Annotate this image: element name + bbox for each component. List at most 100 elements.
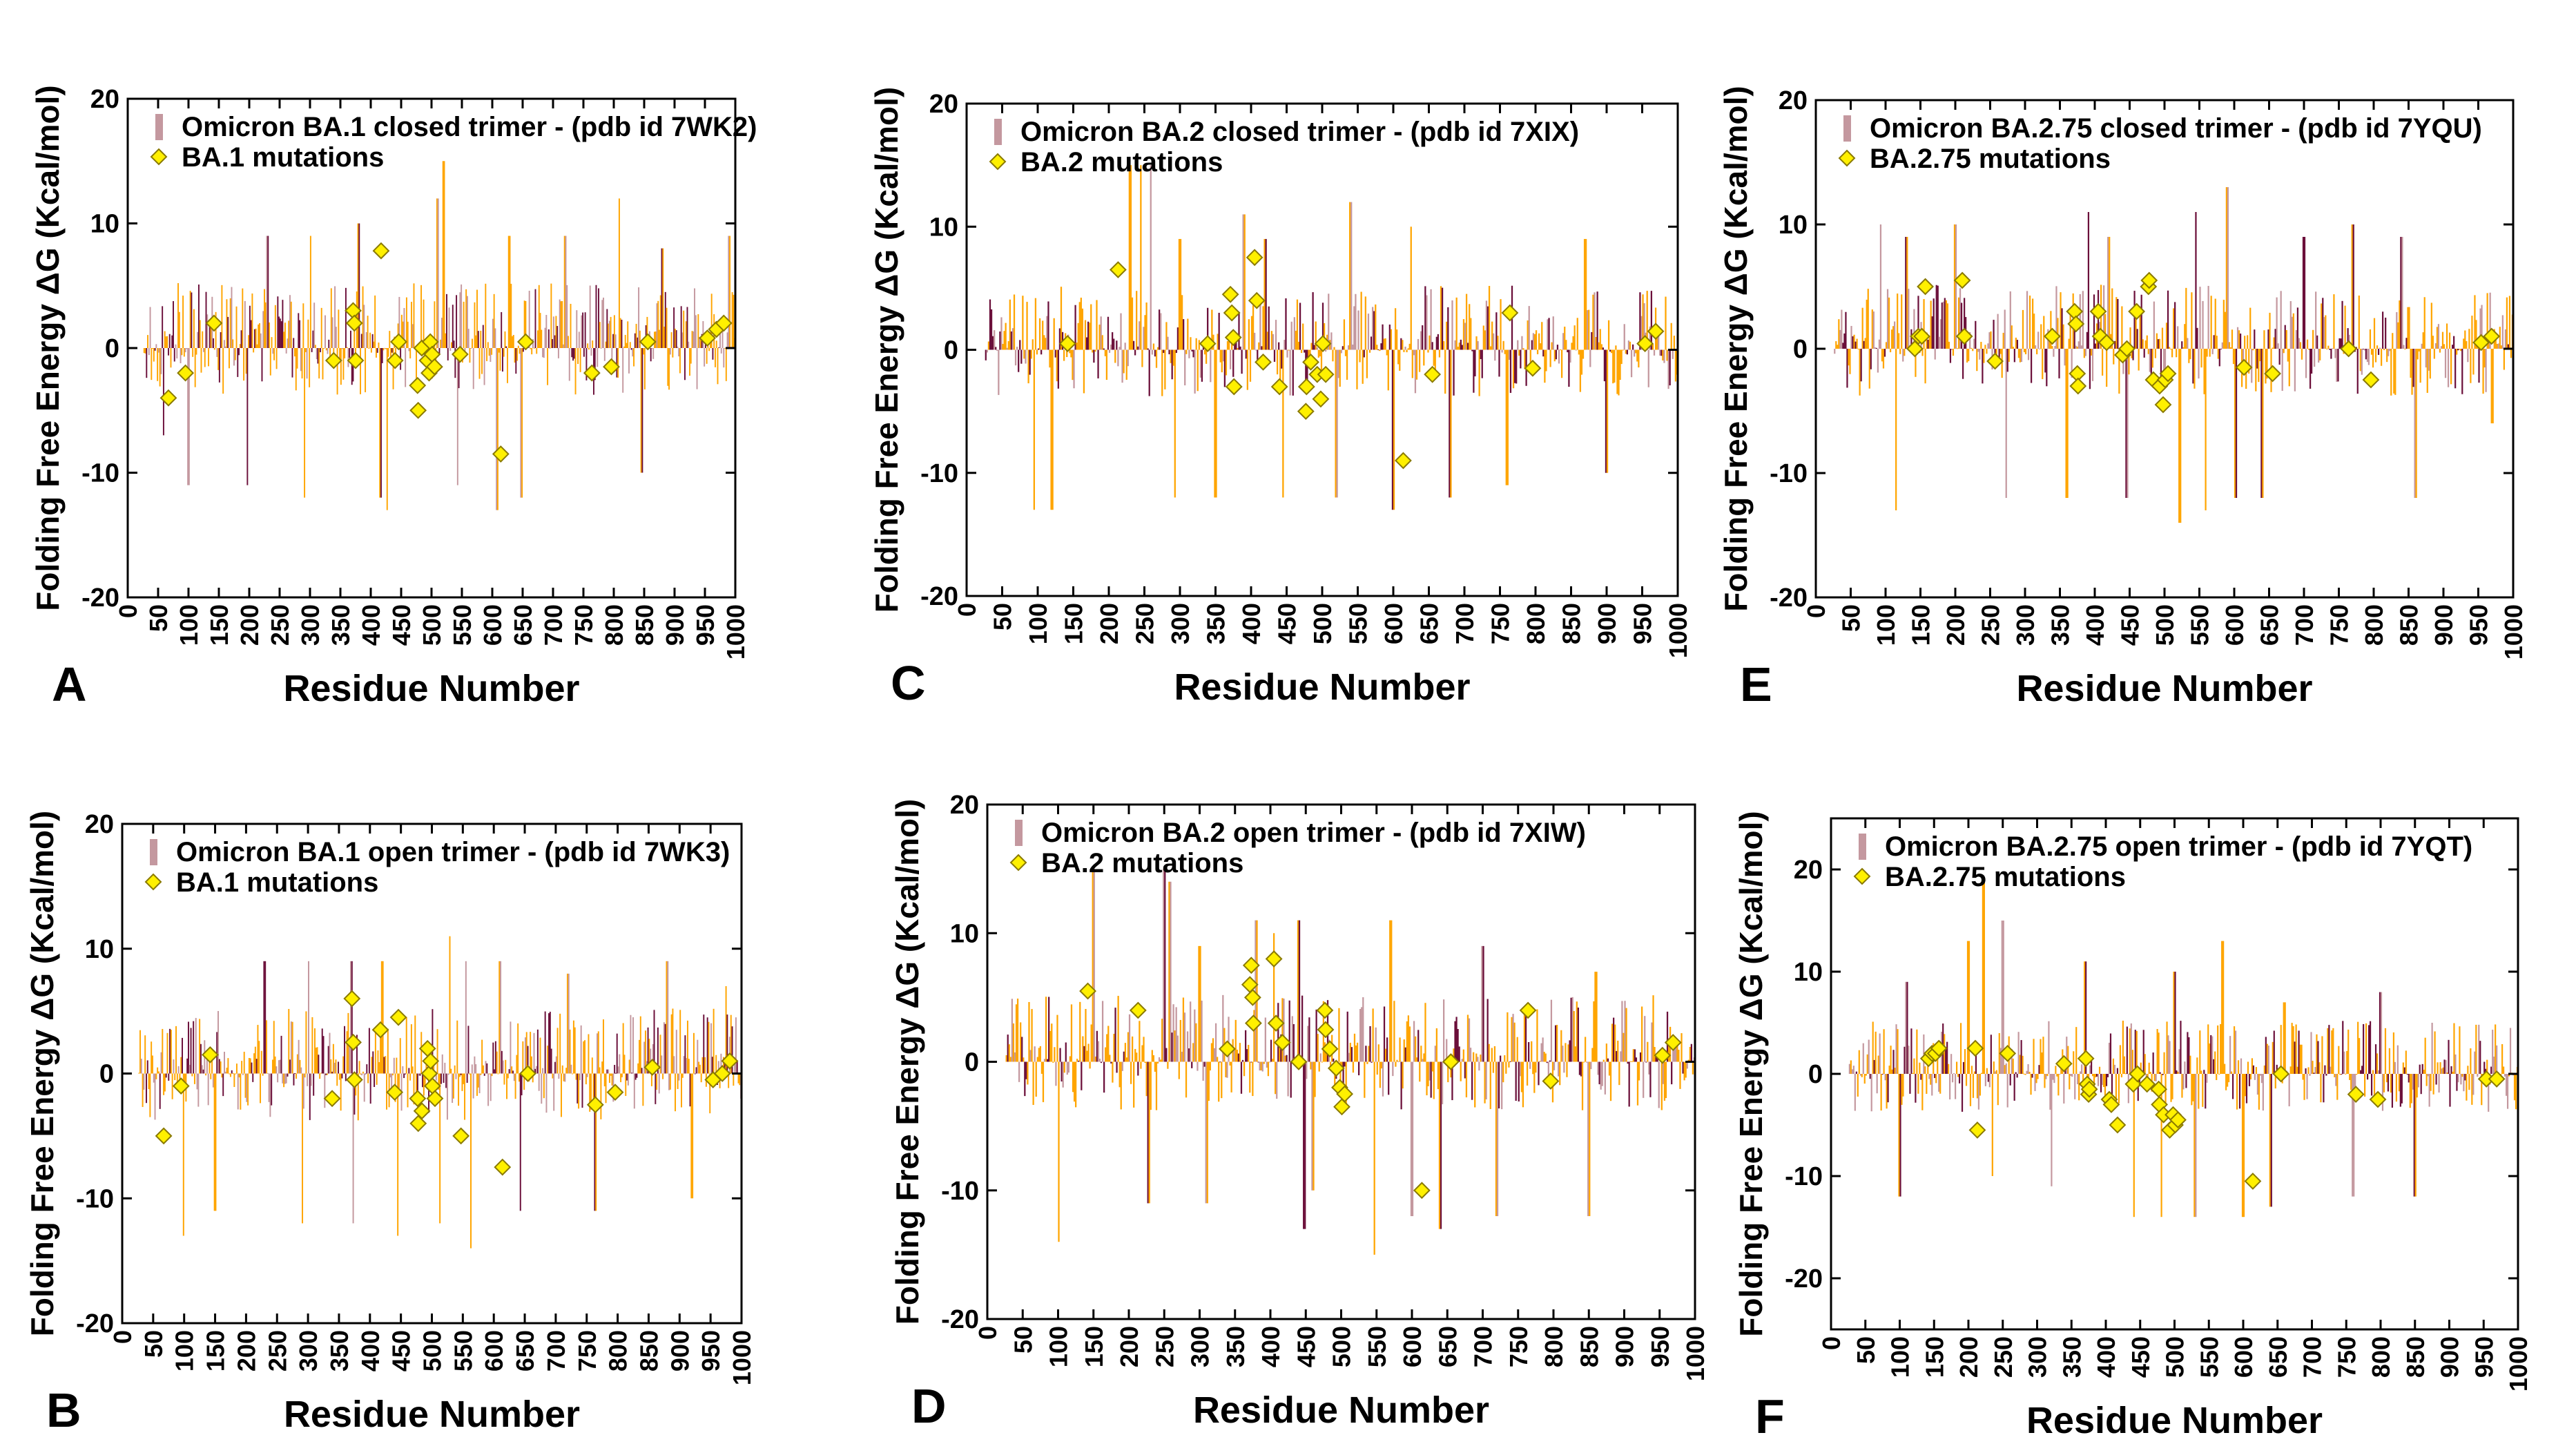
bar <box>667 348 669 386</box>
bar <box>1367 314 1370 350</box>
bar <box>1375 1027 1377 1062</box>
bar <box>2410 1074 2412 1104</box>
bar <box>1438 1061 1441 1229</box>
bar <box>1442 999 1445 1062</box>
bar <box>391 1073 393 1088</box>
bar <box>1090 304 1092 350</box>
bar <box>1934 349 1936 360</box>
bar <box>282 1073 284 1084</box>
bar <box>2289 301 2292 349</box>
bar <box>1462 1049 1464 1062</box>
bar <box>1192 349 1194 358</box>
bar <box>1093 349 1095 363</box>
bar <box>275 348 278 369</box>
x-tick-label: 1000 <box>722 604 750 660</box>
bar <box>1187 318 1189 350</box>
bar <box>2446 1072 2448 1074</box>
bar <box>1145 1061 1147 1097</box>
bar <box>1876 1074 1878 1094</box>
bar <box>1952 1074 1954 1083</box>
bar <box>1538 333 1540 350</box>
bar <box>374 295 376 348</box>
bar <box>2058 349 2060 378</box>
bar <box>1569 349 1571 363</box>
bar <box>320 307 322 348</box>
bar <box>2374 349 2377 363</box>
bar <box>1979 1074 1982 1096</box>
bar <box>1328 294 1330 350</box>
bar <box>313 302 316 348</box>
bar <box>258 323 260 348</box>
bar <box>620 1073 622 1083</box>
bar <box>1290 321 1292 350</box>
bar <box>487 342 489 348</box>
bar <box>1560 1030 1562 1062</box>
bar <box>304 348 306 498</box>
mutation-marker <box>1312 390 1330 408</box>
bar <box>2374 1044 2377 1074</box>
bar <box>2400 237 2402 349</box>
bar <box>419 1073 421 1076</box>
bar <box>599 322 601 348</box>
bar <box>1009 1057 1011 1062</box>
bar <box>246 1073 248 1102</box>
bar <box>1150 1061 1152 1110</box>
bar <box>1435 1028 1438 1062</box>
bar <box>1865 1074 1867 1076</box>
bar <box>694 288 696 348</box>
bar <box>507 235 510 348</box>
bar <box>669 1073 671 1090</box>
bar <box>1937 285 1939 349</box>
bar <box>1460 339 1462 350</box>
bar <box>544 327 546 348</box>
y-tick-label: 0 <box>99 1060 114 1089</box>
bar <box>1414 349 1417 394</box>
bar <box>616 1033 618 1074</box>
bar <box>369 1073 371 1104</box>
bar <box>2126 1026 2128 1074</box>
bar <box>2013 349 2015 363</box>
bar <box>1518 349 1520 356</box>
mutation-marker <box>409 1115 427 1133</box>
bar <box>542 348 544 358</box>
mutation-marker <box>516 333 534 351</box>
bar <box>1527 320 1529 350</box>
bar <box>289 295 291 348</box>
bar <box>2101 1074 2104 1086</box>
bar <box>1356 1042 1359 1062</box>
bar <box>1260 1061 1262 1070</box>
bar <box>2354 1074 2356 1093</box>
legend-bar-swatch <box>1015 820 1023 846</box>
bar <box>2136 1030 2138 1074</box>
bar <box>2258 1074 2260 1110</box>
bar <box>251 293 253 348</box>
bar <box>1065 1042 1067 1062</box>
bar <box>2173 972 2175 1074</box>
bar <box>2338 338 2341 349</box>
bar <box>1864 338 1866 349</box>
bar <box>699 339 701 348</box>
bar <box>2319 349 2321 360</box>
bar <box>1573 325 1576 350</box>
bar <box>1837 345 1839 349</box>
bar <box>1083 349 1085 394</box>
bar <box>565 1068 568 1074</box>
x-tick-label: 650 <box>511 1330 539 1372</box>
bar <box>613 315 615 348</box>
bar <box>2367 1074 2369 1080</box>
bar <box>497 1073 499 1075</box>
bar <box>731 1026 733 1074</box>
bar <box>561 301 563 348</box>
bar-series <box>1848 879 2519 1218</box>
bar <box>1862 1043 1864 1074</box>
bar <box>2267 329 2269 349</box>
bar <box>1852 1066 1854 1074</box>
bar <box>2149 1072 2151 1074</box>
bar <box>1031 1009 1033 1062</box>
bar <box>2231 1074 2234 1099</box>
x-tick-label: 300 <box>2011 604 2040 646</box>
bar <box>1110 344 1112 350</box>
bar <box>1160 313 1162 350</box>
bar <box>1194 349 1196 394</box>
bar <box>1905 237 1907 349</box>
